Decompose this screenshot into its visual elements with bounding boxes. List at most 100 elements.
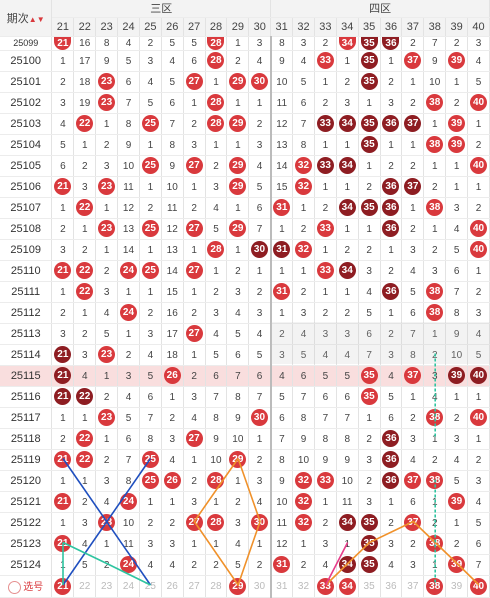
select-number-30[interactable]: 30 (253, 581, 266, 592)
miss-count: 2 (147, 202, 154, 214)
drawn-ball-35: 35 (360, 136, 378, 153)
period-row: 25111 1 22 3 1 1 15 1 2 3 2 31 2 1 1 4 36 5 38 7 2 (0, 281, 490, 303)
miss-count: 10 (122, 160, 135, 172)
period-cell: 25104 (0, 134, 53, 156)
miss-count: 2 (322, 202, 329, 214)
period-cell: 25109 (0, 239, 53, 261)
select-number-36[interactable]: 36 (385, 581, 397, 592)
period-header[interactable]: 期次▲▼ (0, 0, 53, 37)
miss-count: 1 (431, 118, 438, 130)
miss-count: 4 (103, 496, 110, 508)
drawn-ball-34: 34 (338, 199, 356, 216)
drawn-ball-36: 36 (382, 430, 400, 447)
period-row: 25112 2 1 4 24 2 16 2 3 4 3 1 3 2 2 5 1 6 38 8 3 (0, 302, 490, 324)
select-number-37[interactable]: 37 (407, 581, 419, 592)
period-header-label: 期次 (6, 12, 29, 25)
miss-count: 1 (431, 328, 438, 340)
miss-count: 1 (256, 433, 263, 445)
miss-count: 10 (166, 181, 178, 193)
miss-count: 2 (191, 370, 197, 382)
select-number-22[interactable]: 22 (79, 581, 91, 592)
column-header-23: 23 (95, 17, 119, 37)
miss-count: 12 (276, 538, 288, 550)
miss-count: 6 (300, 97, 307, 109)
miss-count: 2 (235, 496, 241, 508)
miss-count: 4 (191, 412, 197, 424)
drawn-ball-29[interactable]: 29 (229, 577, 247, 595)
period-cell: 25117 (0, 407, 53, 429)
miss-count: 1 (475, 433, 482, 445)
miss-count: 3 (169, 433, 176, 445)
drawn-ball-34[interactable]: 34 (338, 577, 356, 595)
select-circle-icon[interactable] (8, 580, 22, 594)
drawn-ball-40[interactable]: 40 (470, 577, 488, 595)
select-number-26[interactable]: 26 (166, 581, 178, 592)
miss-count: 2 (81, 244, 88, 256)
miss-count: 1 (169, 496, 176, 508)
drawn-ball-32: 32 (294, 472, 312, 489)
miss-count: 3 (322, 328, 329, 340)
drawn-ball-24: 24 (119, 493, 137, 510)
miss-count: 1 (366, 160, 372, 172)
miss-count: 2 (388, 160, 394, 172)
miss-count: 13 (122, 223, 135, 235)
select-number-24[interactable]: 24 (122, 581, 135, 592)
miss-count: 15 (166, 286, 178, 298)
select-number-25[interactable]: 25 (144, 581, 156, 592)
period-row: 25114 21 3 23 2 4 18 1 5 6 5 3 5 4 4 7 3 8 2 10 5 (0, 344, 490, 366)
drawn-ball-35: 35 (360, 388, 378, 405)
miss-count: 5 (322, 370, 329, 382)
select-number-23[interactable]: 23 (101, 581, 113, 592)
period-cell: 25121 (0, 491, 53, 513)
period-cell: 25113 (0, 323, 53, 345)
miss-count: 2 (475, 454, 482, 466)
drawn-ball-38: 38 (426, 535, 444, 552)
miss-count: 5 (125, 412, 132, 424)
miss-count: 3 (81, 349, 88, 361)
miss-count: 3 (475, 38, 482, 49)
select-number-27[interactable]: 27 (188, 581, 200, 592)
miss-count: 2 (60, 76, 66, 88)
miss-count: 3 (344, 328, 351, 340)
miss-count: 1 (81, 412, 88, 424)
column-header-33: 33 (314, 17, 337, 37)
drawn-ball-37: 37 (404, 52, 422, 69)
miss-count: 2 (125, 349, 132, 361)
miss-count: 5 (147, 370, 154, 382)
drawn-ball-21[interactable]: 21 (54, 577, 72, 595)
drawn-ball-31: 31 (273, 556, 291, 573)
drawn-ball-28: 28 (207, 514, 225, 531)
drawn-ball-22: 22 (76, 388, 94, 405)
miss-count: 5 (191, 38, 197, 49)
miss-count: 11 (123, 538, 134, 550)
select-number-35[interactable]: 35 (363, 581, 375, 592)
column-header-22: 22 (73, 17, 97, 37)
miss-count: 4 (388, 559, 394, 571)
column-header-27: 27 (183, 17, 206, 37)
select-number-28[interactable]: 28 (210, 581, 222, 592)
zone3-header: 三区 (51, 0, 272, 18)
select-number-31[interactable]: 31 (276, 581, 288, 592)
miss-count: 1 (431, 559, 438, 571)
miss-count: 8 (213, 412, 219, 424)
sort-up-down-icon[interactable]: ▲▼ (28, 14, 45, 24)
miss-count: 1 (366, 412, 372, 424)
miss-count: 3 (213, 181, 219, 193)
drawn-ball-34: 34 (338, 115, 356, 132)
miss-count: 3 (169, 538, 176, 550)
miss-count: 1 (235, 244, 241, 256)
miss-count: 6 (453, 265, 460, 277)
period-row: 25124 1 5 2 24 4 4 2 2 5 2 31 2 4 34 35 4 3 1 39 7 (0, 554, 490, 576)
drawn-ball-21: 21 (54, 262, 72, 279)
column-header-24: 24 (117, 17, 140, 37)
drawn-ball-33[interactable]: 33 (316, 577, 334, 595)
drawn-ball-27: 27 (185, 514, 203, 531)
select-number-32[interactable]: 32 (297, 581, 310, 592)
miss-count: 8 (235, 391, 241, 403)
miss-count: 7 (169, 118, 176, 130)
miss-count: 5 (213, 349, 219, 361)
drawn-ball-27: 27 (185, 73, 203, 90)
drawn-ball-38[interactable]: 38 (426, 577, 444, 595)
select-number-39[interactable]: 39 (451, 581, 463, 592)
